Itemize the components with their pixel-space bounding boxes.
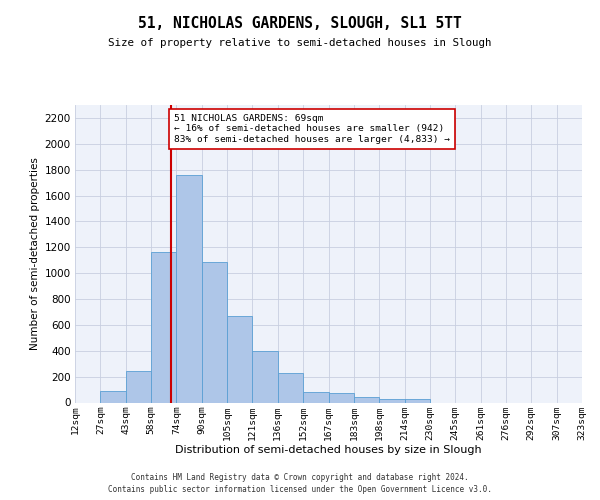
- Bar: [100, 391, 126, 402]
- Bar: [404, 400, 430, 402]
- Bar: [202, 262, 227, 402]
- Text: 51 NICHOLAS GARDENS: 69sqm
← 16% of semi-detached houses are smaller (942)
83% o: 51 NICHOLAS GARDENS: 69sqm ← 16% of semi…: [174, 114, 450, 144]
- Bar: [151, 252, 176, 402]
- Bar: [303, 392, 329, 402]
- Bar: [379, 398, 404, 402]
- Bar: [126, 372, 151, 402]
- X-axis label: Distribution of semi-detached houses by size in Slough: Distribution of semi-detached houses by …: [175, 446, 482, 456]
- Text: Contains HM Land Registry data © Crown copyright and database right 2024.
Contai: Contains HM Land Registry data © Crown c…: [108, 472, 492, 494]
- Text: Size of property relative to semi-detached houses in Slough: Size of property relative to semi-detach…: [108, 38, 492, 48]
- Y-axis label: Number of semi-detached properties: Number of semi-detached properties: [31, 158, 40, 350]
- Bar: [354, 398, 379, 402]
- Bar: [329, 394, 354, 402]
- Bar: [176, 175, 202, 402]
- Bar: [278, 373, 303, 402]
- Text: 51, NICHOLAS GARDENS, SLOUGH, SL1 5TT: 51, NICHOLAS GARDENS, SLOUGH, SL1 5TT: [138, 16, 462, 31]
- Bar: [227, 316, 253, 402]
- Bar: [253, 351, 278, 403]
